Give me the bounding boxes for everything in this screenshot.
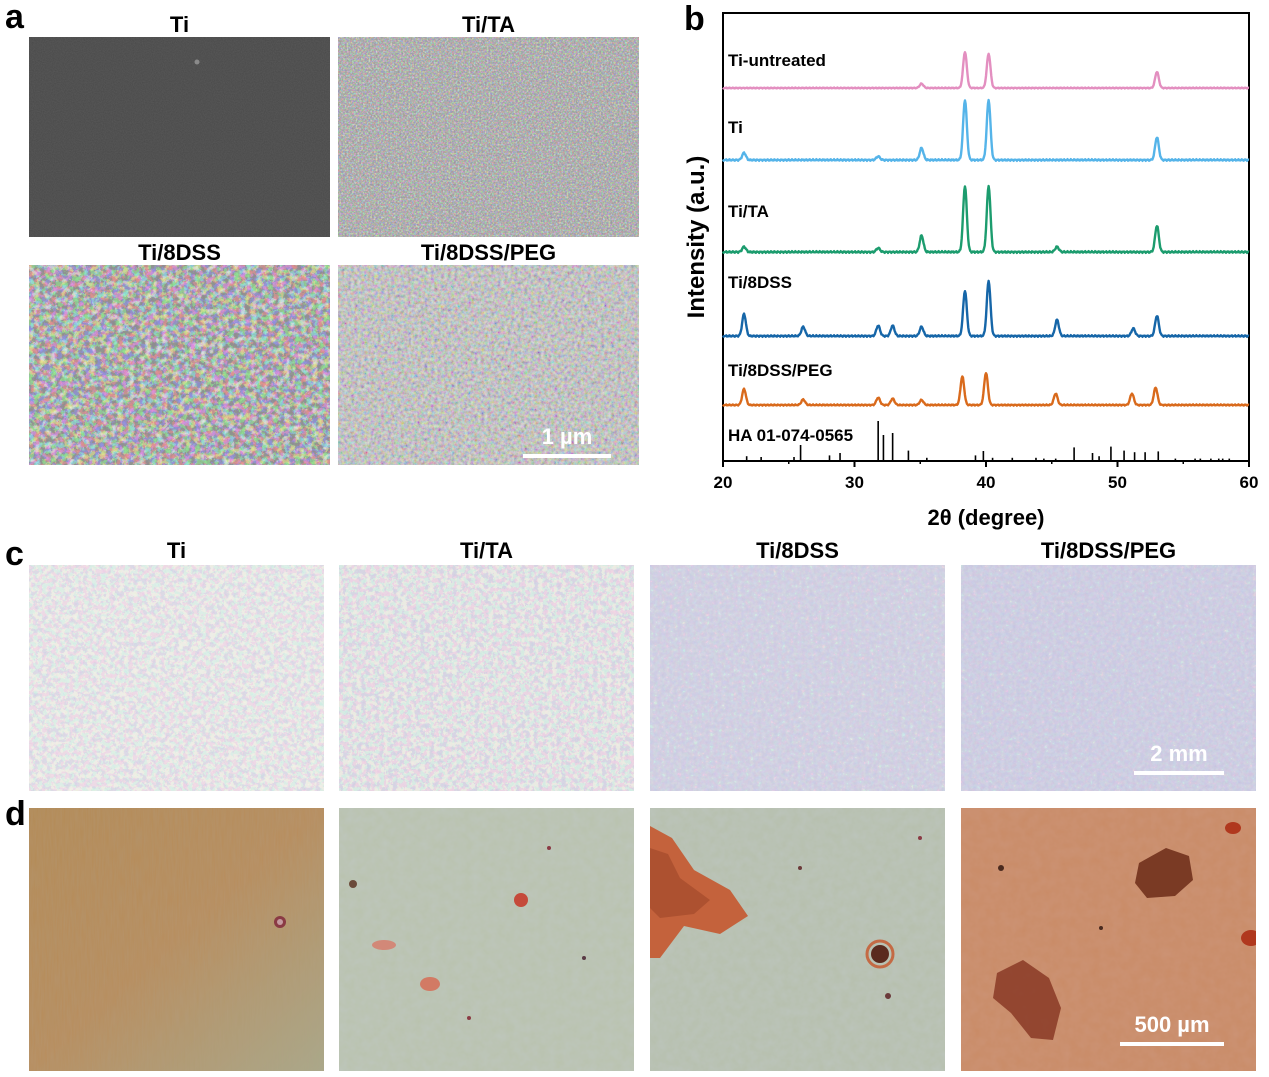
cell-image-ti <box>29 565 324 791</box>
sem-image-ti-ta <box>338 37 639 237</box>
xrd-x-axis-label: 2θ (degree) <box>927 505 1044 530</box>
panel-letter-c: c <box>5 535 24 573</box>
sem-label-ti-8dss: Ti/8DSS <box>138 240 221 265</box>
sem-image-ti <box>29 37 330 237</box>
scale-bar-1um-line <box>523 454 611 458</box>
xrd-y-axis-label: Intensity (a.u.) <box>683 156 710 319</box>
xrd-x-tick-label: 50 <box>1108 473 1127 492</box>
xrd-chart: Ti-untreated Ti Ti/TA Ti/8DSS Ti/8DSS/PEG HA … <box>683 12 1259 530</box>
xrd-x-tick-label: 40 <box>977 473 996 492</box>
scale-bar-500um: 500 µm <box>1120 1006 1224 1046</box>
scale-bar-500um-label: 500 µm <box>1134 1012 1210 1037</box>
sem-label-ti: Ti <box>169 12 190 37</box>
stain-image-ti-8dss-peg: 500 µm <box>961 808 1256 1071</box>
cell-image-ti-8dss <box>650 565 945 791</box>
scale-bar-2mm-label: 2 mm <box>1150 741 1208 766</box>
scale-bar-1um-label: 1 µm <box>541 424 593 449</box>
sem-image-ti-8dss <box>29 265 330 465</box>
xrd-series-label: Ti/8DSS/PEG <box>728 361 833 380</box>
stain-image-ti-8dss <box>650 808 945 1071</box>
xrd-series-label: HA 01-074-0565 <box>728 426 853 445</box>
xrd-reference-sticks <box>745 421 1231 461</box>
xrd-series-label: Ti/8DSS <box>728 273 792 292</box>
xrd-x-tick-label: 20 <box>714 473 733 492</box>
scale-bar-2mm-line <box>1134 771 1224 775</box>
xrd-series-label: Ti/TA <box>728 202 769 221</box>
xrd-series-labels: Ti-untreated Ti Ti/TA Ti/8DSS Ti/8DSS/PEG HA … <box>728 51 853 445</box>
sem-label-ti-8dss-peg: Ti/8DSS/PEG <box>420 240 557 265</box>
cell-label-ti-8dss-peg: Ti/8DSS/PEG <box>1040 538 1177 563</box>
xrd-x-tick-label: 60 <box>1240 473 1259 492</box>
xrd-traces <box>721 51 1250 407</box>
cell-label-ti: Ti <box>166 538 187 563</box>
panel-letter-d: d <box>5 795 26 833</box>
xrd-series-ti-ta <box>721 184 1250 255</box>
cell-image-ti-ta <box>339 565 634 791</box>
xrd-x-axis: 20 30 40 50 60 <box>714 461 1259 492</box>
sem-image-ti-8dss-peg <box>338 265 639 465</box>
sem-label-ti-ta: Ti/TA <box>462 12 515 37</box>
xrd-series-ti-8dss-peg <box>722 372 1250 407</box>
scale-bar-1um: 1 µm <box>523 418 611 458</box>
xrd-x-tick-label: 30 <box>845 473 864 492</box>
xrd-series-ti <box>721 98 1250 163</box>
xrd-series-label: Ti <box>728 118 743 137</box>
stain-image-ti-ta <box>339 808 634 1071</box>
panel-letter-b: b <box>684 0 705 38</box>
scale-bar-2mm: 2 mm <box>1134 735 1224 775</box>
cell-label-ti-ta: Ti/TA <box>460 538 513 563</box>
xrd-series-ti-8dss <box>721 279 1250 339</box>
panel-letter-a: a <box>5 0 24 36</box>
cell-label-ti-8dss: Ti/8DSS <box>756 538 839 563</box>
xrd-series-label: Ti-untreated <box>728 51 826 70</box>
scale-bar-500um-line <box>1120 1042 1224 1046</box>
xrd-series-ti-untreated <box>722 51 1250 90</box>
stain-image-ti <box>29 808 324 1071</box>
cell-image-ti-8dss-peg: 2 mm <box>961 565 1256 791</box>
